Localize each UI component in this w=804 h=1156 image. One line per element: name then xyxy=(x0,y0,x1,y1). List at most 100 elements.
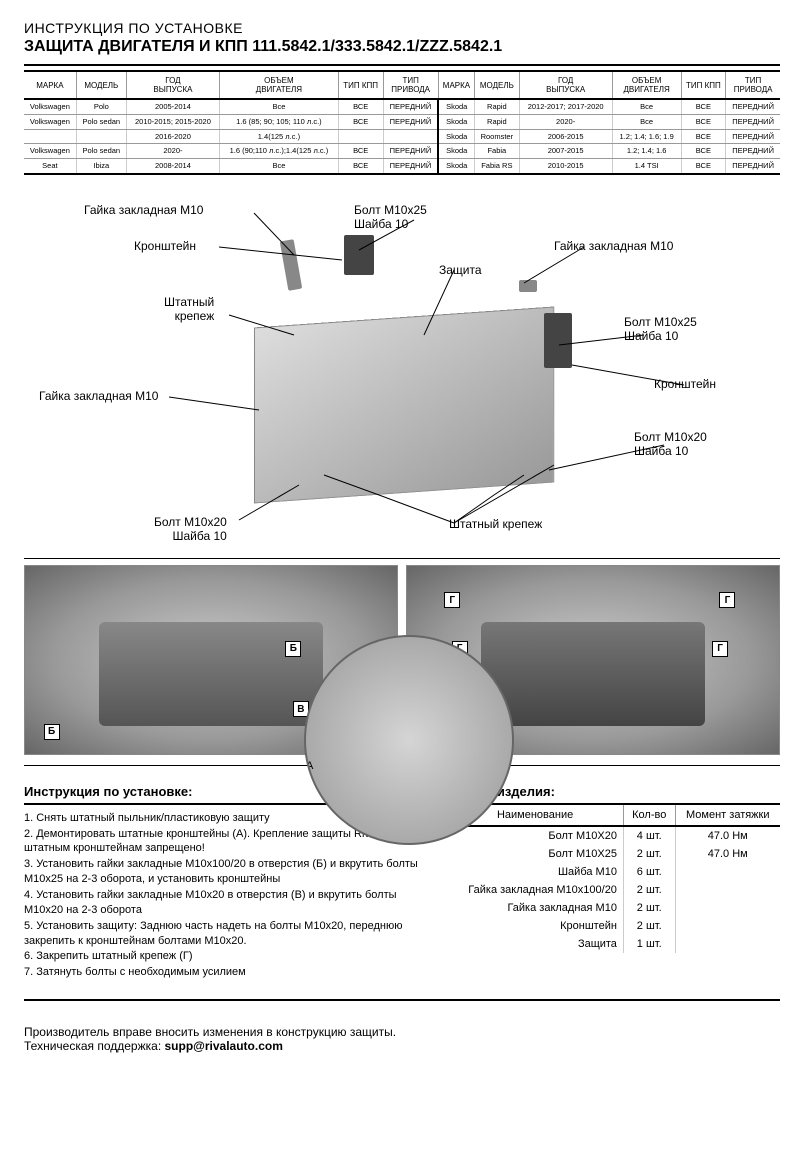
marker-g4: Г xyxy=(712,641,728,657)
footer-line1: Производитель вправе вносить изменения в… xyxy=(24,1025,780,1039)
compat-cell: Skoda xyxy=(438,99,474,114)
bom-section: Состав изделия: НаименованиеКол-воМомент… xyxy=(447,784,780,981)
bom-cell: Болт М10Х20 xyxy=(447,826,623,845)
photo-detail: А А xyxy=(304,635,514,845)
compat-cell: ПЕРЕДНИЙ xyxy=(726,99,780,114)
compat-cell: 1.6 (85; 90; 105; 110 л.с.) xyxy=(220,114,339,129)
compat-cell: ВСЕ xyxy=(338,159,383,174)
bom-cell: 4 шт. xyxy=(623,826,675,845)
bom-cell: Кронштейн xyxy=(447,917,623,935)
bom-row: Кронштейн2 шт. xyxy=(447,917,780,935)
marker-a2: А xyxy=(306,772,512,784)
divider xyxy=(24,999,780,1001)
compat-cell: ПЕРЕДНИЙ xyxy=(726,144,780,159)
compat-header: МОДЕЛЬ xyxy=(475,71,519,99)
compat-cell: Все xyxy=(612,114,681,129)
compat-row: VolkswagenPolo sedan2020-1.6 (90;110 л.с… xyxy=(24,144,780,159)
step-item: 6. Закрепить штатный крепеж (Г) xyxy=(24,949,423,964)
compat-cell: Skoda xyxy=(438,144,474,159)
compat-cell: Skoda xyxy=(438,159,474,174)
compat-header: МОДЕЛЬ xyxy=(76,71,126,99)
compat-row: VolkswagenPolo sedan2010-2015; 2015-2020… xyxy=(24,114,780,129)
compat-cell: ВСЕ xyxy=(681,159,726,174)
compat-cell: ПЕРЕДНИЙ xyxy=(726,114,780,129)
compatibility-table: МАРКАМОДЕЛЬГОД ВЫПУСКАОБЪЕМ ДВИГАТЕЛЯТИП… xyxy=(24,70,780,175)
compat-cell: 2010-2015 xyxy=(519,159,612,174)
compat-cell: Все xyxy=(220,159,339,174)
compat-cell: ПЕРЕДНИЙ xyxy=(726,159,780,174)
compat-header: ОБЪЕМ ДВИГАТЕЛЯ xyxy=(612,71,681,99)
compat-header: МАРКА xyxy=(24,71,76,99)
marker-b2: Б xyxy=(44,724,60,740)
bom-row: Болт М10Х252 шт.47.0 Нм xyxy=(447,845,780,863)
compat-cell: 1.2; 1.4; 1.6 xyxy=(612,144,681,159)
compat-header: ТИП КПП xyxy=(681,71,726,99)
compat-cell: 2012-2017; 2017-2020 xyxy=(519,99,612,114)
compat-cell: Все xyxy=(612,99,681,114)
compat-cell: ВСЕ xyxy=(338,114,383,129)
compat-cell xyxy=(76,129,126,144)
bom-row: Гайка закладная М102 шт. xyxy=(447,899,780,917)
bom-cell xyxy=(675,917,780,935)
label-bolt-tl: Болт M10x25 Шайба 10 xyxy=(354,203,427,231)
label-protection: Защита xyxy=(439,263,482,277)
label-bolt-r: Болт M10x25 Шайба 10 xyxy=(624,315,697,343)
compat-cell: 2020- xyxy=(519,114,612,129)
compat-cell: 2010-2015; 2015-2020 xyxy=(126,114,219,129)
bom-cell: 47.0 Нм xyxy=(675,826,780,845)
label-bolt20-r: Болт M10x20 Шайба 10 xyxy=(634,430,707,458)
compat-cell: Fabia RS xyxy=(475,159,519,174)
compat-cell: Все xyxy=(220,99,339,114)
label-nut-l: Гайка закладная M10 xyxy=(39,389,158,403)
photo-row: Б Б В Г Г Г Г А А xyxy=(24,565,780,755)
bom-table: НаименованиеКол-воМомент затяжки Болт М1… xyxy=(447,803,780,953)
compat-cell: Volkswagen xyxy=(24,114,76,129)
compat-cell: ВСЕ xyxy=(681,129,726,144)
compat-header: ТИП КПП xyxy=(338,71,383,99)
compat-cell xyxy=(338,129,383,144)
compat-cell: Ibiza xyxy=(76,159,126,174)
compat-header: МАРКА xyxy=(438,71,474,99)
bom-cell: 6 шт. xyxy=(623,863,675,881)
subtitle: ИНСТРУКЦИЯ ПО УСТАНОВКЕ xyxy=(24,20,780,36)
compat-cell: ПЕРЕДНИЙ xyxy=(383,99,438,114)
bom-row: Защита1 шт. xyxy=(447,935,780,953)
compat-header: ОБЪЕМ ДВИГАТЕЛЯ xyxy=(220,71,339,99)
compat-cell xyxy=(24,129,76,144)
compat-cell: Polo xyxy=(76,99,126,114)
bom-cell xyxy=(675,881,780,899)
header: ИНСТРУКЦИЯ ПО УСТАНОВКЕ ЗАЩИТА ДВИГАТЕЛЯ… xyxy=(24,20,780,56)
bom-cell: 2 шт. xyxy=(623,881,675,899)
compat-cell: ПЕРЕДНИЙ xyxy=(383,114,438,129)
divider xyxy=(24,64,780,66)
bom-cell xyxy=(675,899,780,917)
compat-cell: Fabia xyxy=(475,144,519,159)
bom-row: Болт М10Х204 шт.47.0 Нм xyxy=(447,826,780,845)
compat-cell: 1.4(125 л.с.) xyxy=(220,129,339,144)
label-oem-l: Штатный крепеж xyxy=(164,295,214,323)
bom-cell: Болт М10Х25 xyxy=(447,845,623,863)
compat-cell: 1.4 TSI xyxy=(612,159,681,174)
compat-cell: Polo sedan xyxy=(76,144,126,159)
compat-cell: Seat xyxy=(24,159,76,174)
marker-g1: Г xyxy=(444,592,460,608)
footer: Производитель вправе вносить изменения в… xyxy=(24,1025,780,1053)
compat-cell: ПЕРЕДНИЙ xyxy=(383,159,438,174)
compat-cell: 2006-2015 xyxy=(519,129,612,144)
compat-cell: Volkswagen xyxy=(24,99,76,114)
compat-cell: ВСЕ xyxy=(681,114,726,129)
compat-cell: ПЕРЕДНИЙ xyxy=(383,144,438,159)
compat-cell: Polo sedan xyxy=(76,114,126,129)
bom-header: Момент затяжки xyxy=(675,804,780,826)
compat-cell: 2005-2014 xyxy=(126,99,219,114)
label-bracket-r: Кронштейн xyxy=(654,377,716,391)
label-oem-b: Штатный крепеж xyxy=(449,517,542,531)
bom-cell: 47.0 Нм xyxy=(675,845,780,863)
exploded-diagram: Гайка закладная M10 Болт M10x25 Шайба 10… xyxy=(24,185,780,555)
marker-a1: А xyxy=(306,760,512,772)
bom-cell: 2 шт. xyxy=(623,899,675,917)
marker-g2: Г xyxy=(719,592,735,608)
bom-cell: Защита xyxy=(447,935,623,953)
compat-cell: 2008-2014 xyxy=(126,159,219,174)
bom-header: Кол-во xyxy=(623,804,675,826)
